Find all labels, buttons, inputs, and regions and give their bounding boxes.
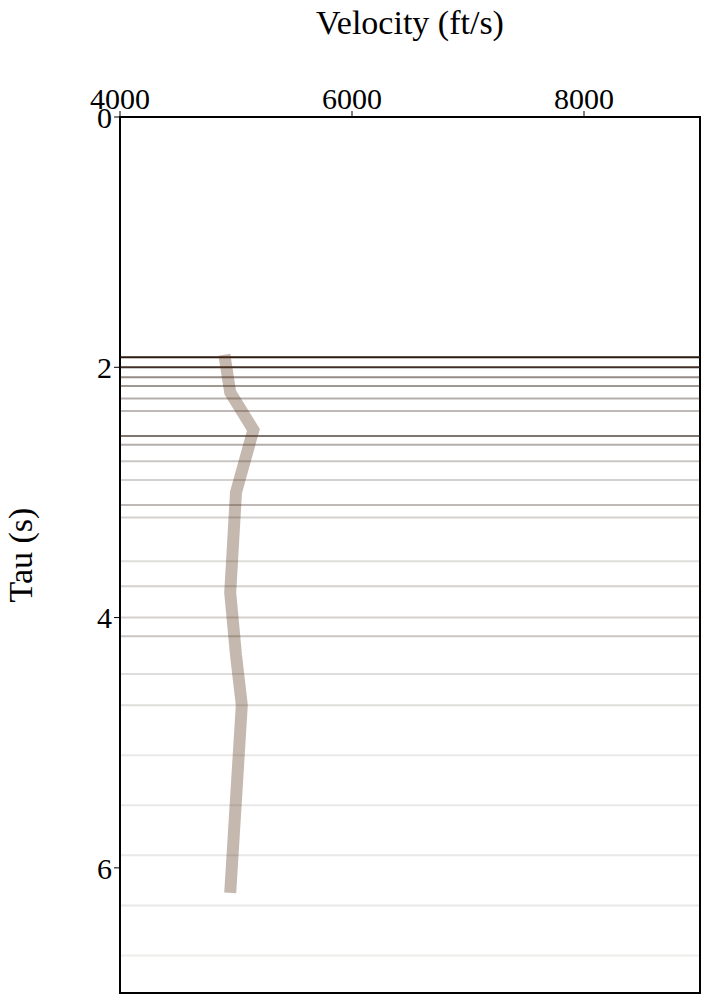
svg-text:0: 0 xyxy=(97,101,112,134)
svg-text:4: 4 xyxy=(97,601,112,634)
svg-text:8000: 8000 xyxy=(554,82,614,115)
svg-text:6: 6 xyxy=(97,852,112,885)
svg-text:Tau (s): Tau (s) xyxy=(2,508,40,603)
svg-text:Velocity (ft/s): Velocity (ft/s) xyxy=(316,4,504,42)
svg-text:6000: 6000 xyxy=(322,82,382,115)
svg-text:4000: 4000 xyxy=(90,82,150,115)
svg-text:2: 2 xyxy=(97,351,112,384)
